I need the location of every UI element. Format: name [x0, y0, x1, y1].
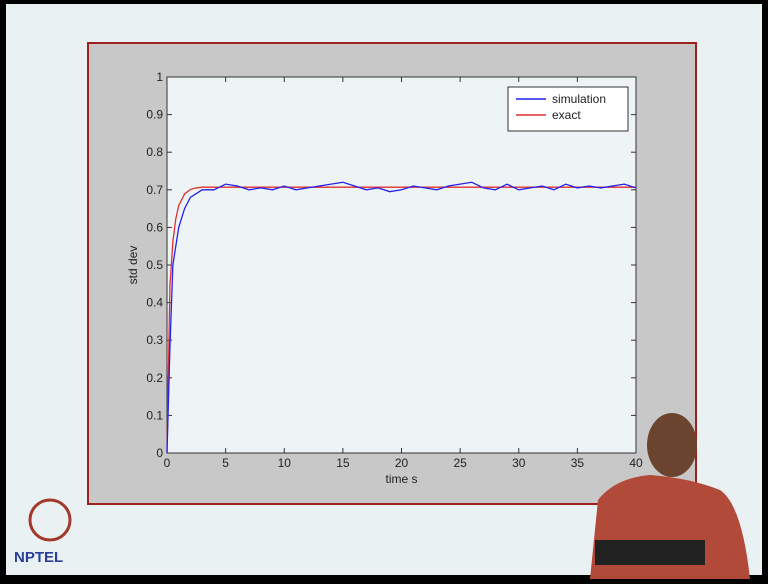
legend-box: [507, 86, 629, 132]
series-line: [166, 186, 636, 454]
y-tick-label: 0.8: [146, 145, 163, 159]
plot-area: [166, 76, 637, 454]
y-tick-label: 1: [156, 70, 163, 84]
logo-text: NPTEL: [14, 549, 63, 566]
y-tick-label: 0.4: [146, 296, 163, 310]
series-line: [166, 181, 637, 454]
x-tick-label: 35: [571, 456, 585, 470]
x-tick-label: 25: [453, 456, 467, 470]
x-tick-label: 20: [395, 456, 409, 470]
y-tick-label: 0.5: [146, 258, 163, 272]
y-tick-label: 0: [156, 446, 163, 460]
x-tick-label: 15: [336, 456, 350, 470]
y-axis-label: std dev: [126, 246, 140, 285]
legend-label: exact: [552, 108, 581, 122]
legend-label: simulation: [552, 92, 606, 106]
x-tick-label: 10: [278, 456, 292, 470]
presenter: [590, 413, 750, 579]
y-tick-label: 0.1: [146, 408, 163, 422]
y-tick-label: 0.3: [146, 333, 163, 347]
x-tick-label: 30: [512, 456, 526, 470]
x-tick-label: 40: [629, 456, 643, 470]
x-tick-label: 5: [222, 456, 229, 470]
y-tick-label: 0.6: [146, 220, 163, 234]
y-tick-label: 0.9: [146, 108, 163, 122]
laptop: [595, 540, 705, 565]
y-tick-label: 0.7: [146, 183, 163, 197]
y-tick-label: 0.2: [146, 371, 163, 385]
x-axis-label: time s: [385, 472, 417, 486]
logo-emblem: [28, 498, 72, 542]
x-tick-label: 0: [164, 456, 171, 470]
presenter-head: [647, 413, 697, 477]
